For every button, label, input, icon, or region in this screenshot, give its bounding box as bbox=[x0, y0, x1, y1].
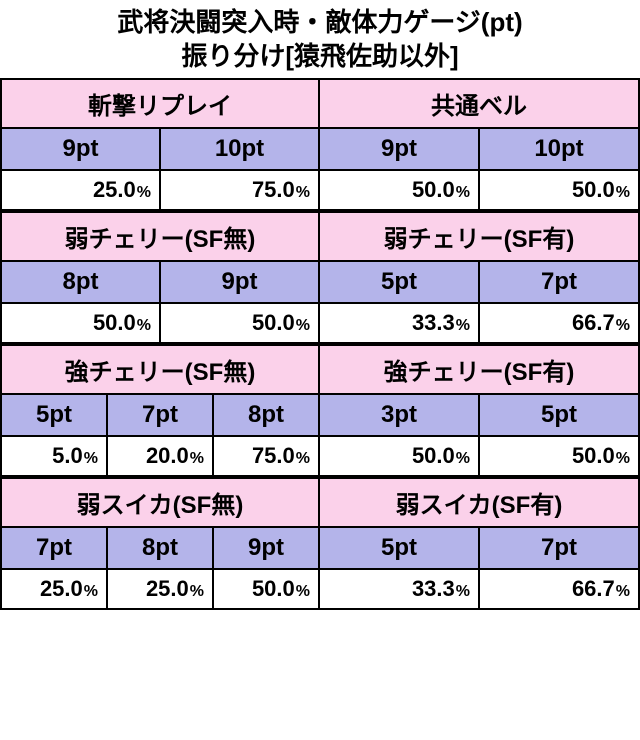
table-block: 弱チェリー(SF無)8pt9pt50.0%50.0% bbox=[0, 211, 320, 344]
pt-header: 8pt bbox=[2, 262, 159, 302]
value-cell: 75.0% bbox=[212, 437, 318, 475]
value-cell: 25.0% bbox=[106, 570, 212, 608]
block-title: 強チェリー(SF無) bbox=[2, 346, 320, 395]
table-block: 斬撃リプレイ9pt10pt25.0%75.0% bbox=[0, 78, 320, 211]
block-title: 弱チェリー(SF無) bbox=[2, 213, 320, 262]
blocks-grid: 斬撃リプレイ9pt10pt25.0%75.0%共通ベル9pt10pt50.0%5… bbox=[0, 78, 640, 610]
table-block: 強チェリー(SF有)3pt5pt50.0%50.0% bbox=[320, 344, 640, 477]
value-cell: 66.7% bbox=[478, 304, 638, 342]
table-container: 武将決闘突入時・敵体力ゲージ(pt) 振り分け[猿飛佐助以外] 斬撃リプレイ9p… bbox=[0, 0, 640, 610]
value-cell: 33.3% bbox=[320, 304, 478, 342]
main-title: 武将決闘突入時・敵体力ゲージ(pt) 振り分け[猿飛佐助以外] bbox=[0, 0, 640, 78]
value-cell: 66.7% bbox=[478, 570, 638, 608]
value-cell: 25.0% bbox=[2, 570, 106, 608]
block-title: 斬撃リプレイ bbox=[2, 80, 320, 129]
table-block: 強チェリー(SF無)5pt7pt8pt 5.0%20.0%75.0% bbox=[0, 344, 320, 477]
pt-header: 9pt bbox=[159, 262, 318, 302]
value-cell: 25.0% bbox=[2, 171, 159, 209]
pt-header: 5pt bbox=[478, 395, 638, 435]
pt-header: 5pt bbox=[2, 395, 106, 435]
value-cell: 50.0% bbox=[320, 437, 478, 475]
value-cell: 33.3% bbox=[320, 570, 478, 608]
pt-header: 8pt bbox=[106, 528, 212, 568]
value-cell: 5.0% bbox=[2, 437, 106, 475]
table-block: 共通ベル9pt10pt50.0%50.0% bbox=[320, 78, 640, 211]
pt-header: 3pt bbox=[320, 395, 478, 435]
pt-header: 5pt bbox=[320, 262, 478, 302]
pt-header: 8pt bbox=[212, 395, 318, 435]
pt-header: 9pt bbox=[2, 129, 159, 169]
pt-header: 10pt bbox=[159, 129, 318, 169]
value-cell: 50.0% bbox=[478, 171, 638, 209]
value-cell: 75.0% bbox=[159, 171, 318, 209]
table-block: 弱スイカ(SF無)7pt8pt9pt25.0%25.0%50.0% bbox=[0, 477, 320, 610]
table-block: 弱スイカ(SF有)5pt7pt33.3%66.7% bbox=[320, 477, 640, 610]
pt-header: 10pt bbox=[478, 129, 638, 169]
value-cell: 50.0% bbox=[212, 570, 318, 608]
pt-header: 7pt bbox=[478, 528, 638, 568]
value-cell: 50.0% bbox=[159, 304, 318, 342]
block-title: 弱チェリー(SF有) bbox=[320, 213, 638, 262]
value-cell: 50.0% bbox=[478, 437, 638, 475]
table-block: 弱チェリー(SF有)5pt7pt33.3%66.7% bbox=[320, 211, 640, 344]
pt-header: 7pt bbox=[2, 528, 106, 568]
title-line-1: 武将決闘突入時・敵体力ゲージ(pt) bbox=[4, 6, 636, 40]
pt-header: 9pt bbox=[212, 528, 318, 568]
value-cell: 50.0% bbox=[2, 304, 159, 342]
pt-header: 7pt bbox=[106, 395, 212, 435]
pt-header: 7pt bbox=[478, 262, 638, 302]
block-title: 共通ベル bbox=[320, 80, 638, 129]
block-title: 弱スイカ(SF有) bbox=[320, 479, 638, 528]
pt-header: 5pt bbox=[320, 528, 478, 568]
block-title: 弱スイカ(SF無) bbox=[2, 479, 320, 528]
pt-header: 9pt bbox=[320, 129, 478, 169]
value-cell: 50.0% bbox=[320, 171, 478, 209]
title-line-2: 振り分け[猿飛佐助以外] bbox=[4, 40, 636, 74]
value-cell: 20.0% bbox=[106, 437, 212, 475]
block-title: 強チェリー(SF有) bbox=[320, 346, 638, 395]
